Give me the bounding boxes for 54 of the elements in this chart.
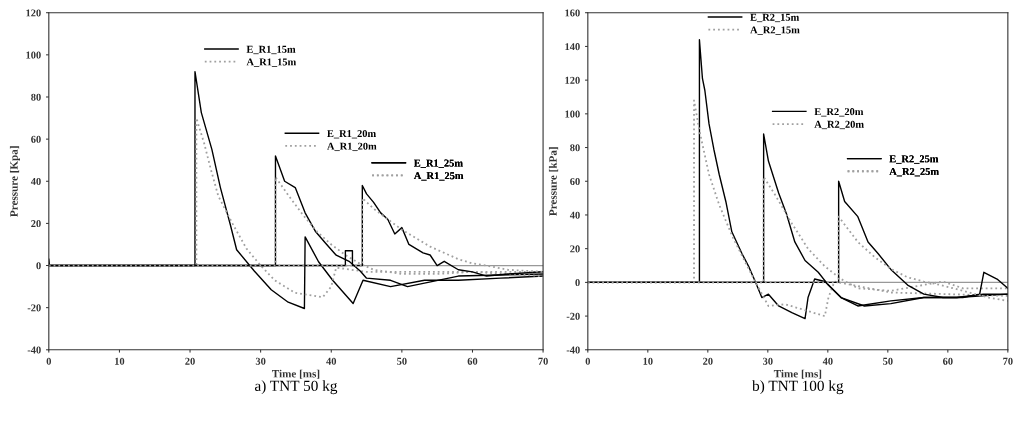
x-tick-label: 30 — [255, 357, 266, 365]
y-tick-label: -20 — [566, 312, 580, 320]
legend-label: E_R2_20m — [814, 108, 864, 117]
legend-label: E_R1_25m — [413, 159, 463, 168]
x-tick-label: 70 — [538, 357, 548, 365]
x-tick-label: 70 — [1003, 357, 1013, 365]
legend-label: E_R2_25m — [889, 155, 939, 164]
text: a) TNT 50 kg — [254, 380, 338, 395]
y-tick-label: -40 — [566, 346, 580, 354]
legend-label: E_R2_15m — [750, 13, 800, 23]
legend-label: A_R2_25m — [889, 167, 939, 177]
x-tick-label: 50 — [397, 357, 407, 365]
legend-label: A_R1_15m — [246, 58, 297, 67]
legend-label: A_R1_20m — [327, 142, 377, 152]
legend-label: A_R1_25m — [413, 172, 464, 181]
y-tick-label: 80 — [31, 93, 41, 101]
x-tick-label: 30 — [763, 357, 773, 365]
x-tick-label: 60 — [467, 357, 478, 365]
x-tick-label: 50 — [883, 357, 893, 365]
y-tick-label: 160 — [565, 9, 580, 17]
y-tick-label: -40 — [27, 346, 41, 354]
y-tick-label: 140 — [565, 43, 580, 51]
x-axis-title: Time [ms] — [272, 369, 320, 379]
x-tick-label: 10 — [643, 357, 653, 365]
text: b) TNT 100 kg — [752, 380, 844, 395]
y-tick-label: 60 — [570, 177, 580, 185]
legend-label: A_R2_20m — [814, 120, 864, 130]
y-tick-label: 0 — [36, 262, 41, 270]
x-tick-label: 0 — [46, 357, 52, 365]
y-axis-title: Pressure [kPa] — [548, 147, 559, 216]
x-tick-label: 60 — [942, 357, 953, 365]
x-tick-label: 20 — [185, 357, 195, 365]
y-tick-label: 120 — [26, 9, 41, 17]
legend-label: E_R1_20m — [327, 130, 376, 139]
x-tick-label: 40 — [326, 357, 337, 365]
y-axis-title: Pressure [Kpa] — [9, 146, 20, 217]
y-tick-label: 60 — [31, 135, 41, 143]
y-tick-label: 20 — [31, 220, 41, 228]
y-tick-label: -20 — [27, 304, 41, 312]
x-tick-label: 0 — [585, 357, 591, 365]
x-tick-label: 20 — [703, 357, 713, 365]
x-axis-title: Time [ms] — [773, 369, 822, 379]
y-tick-label: 20 — [570, 245, 580, 253]
x-tick-label: 40 — [822, 357, 833, 365]
y-tick-label: 120 — [565, 76, 580, 84]
y-tick-label: 80 — [570, 144, 580, 152]
y-tick-label: 100 — [565, 110, 580, 118]
y-tick-label: 0 — [575, 279, 580, 287]
x-tick-label: 10 — [115, 357, 125, 365]
y-tick-label: 100 — [26, 51, 41, 59]
legend-label: A_R2_15m — [750, 26, 800, 35]
y-tick-label: 40 — [30, 177, 41, 185]
legend-label: E_R1_15m — [246, 45, 296, 55]
y-tick-label: 40 — [569, 211, 580, 219]
